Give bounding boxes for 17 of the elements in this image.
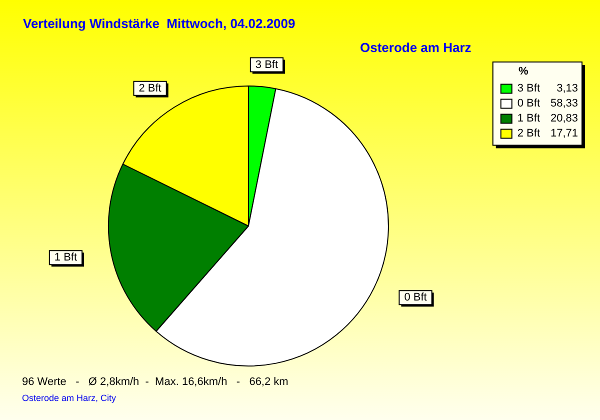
legend-label: 1 Bft (517, 112, 540, 125)
legend-label: 2 Bft (517, 128, 540, 140)
legend-label: 3 Bft (517, 82, 540, 95)
slice-label: 2 Bft (138, 82, 162, 94)
legend-label: 0 Bft (517, 98, 540, 110)
chart-subtitle: Osterode am Harz (360, 40, 472, 55)
data-label: 20,83 (550, 112, 578, 125)
legend-title: % (518, 66, 529, 78)
slice-label: 3 Bft (255, 58, 278, 71)
data-label: 3,13 (556, 82, 578, 95)
text: 96 Werte - Ø 2,8km/h - Max. 16,6km/h - 66,2 km (22, 376, 288, 388)
slice-label: 0 Bft (404, 292, 427, 304)
text: Osterode am Harz, City (22, 393, 116, 403)
slice-label: 1 Bft (54, 252, 78, 264)
data-label: 17,71 (550, 128, 578, 140)
data-label: 58,33 (550, 98, 578, 110)
chart-title: Verteilung Windstärke Mittwoch, 04.02.2009 (23, 16, 296, 31)
